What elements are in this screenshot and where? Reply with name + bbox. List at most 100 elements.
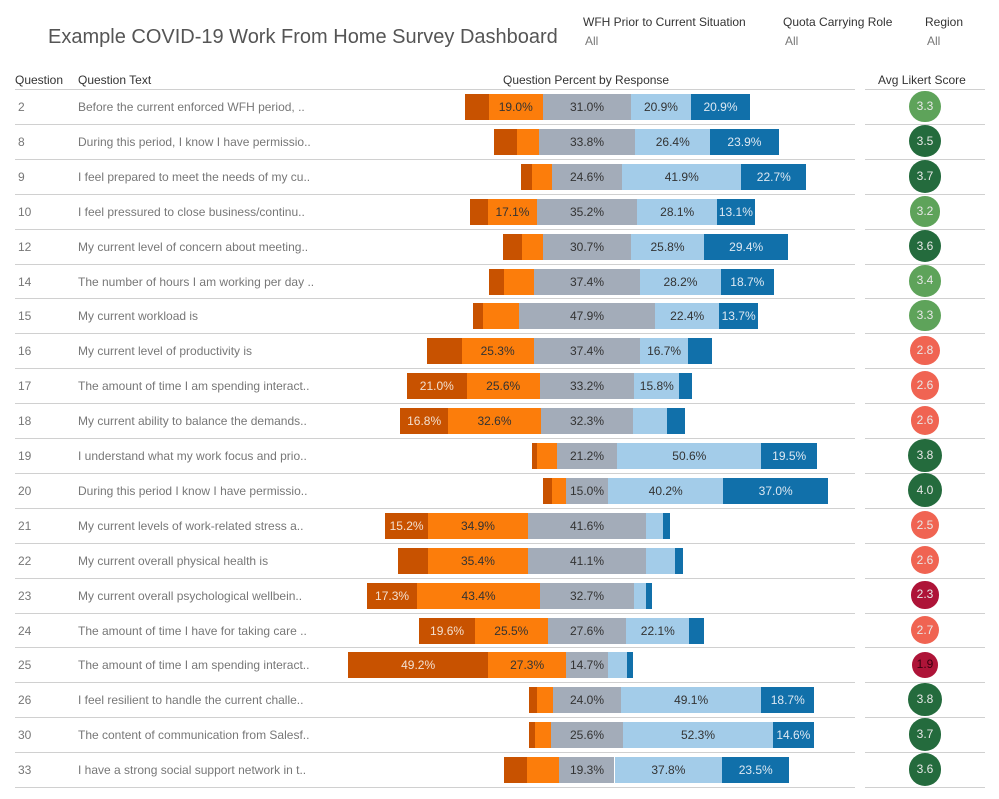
bar-segment-response-2[interactable] [537,687,553,714]
bar-segment-response-5[interactable]: 13.1% [717,198,755,225]
filter-quota-role[interactable]: Quota Carrying Role All [783,15,892,48]
bar-segment-response-1[interactable] [543,477,552,504]
bar-segment-response-2[interactable]: 35.4% [427,547,529,574]
bar-segment-response-4[interactable] [646,512,663,539]
bar-segment-response-1[interactable] [531,443,537,469]
bar-segment-response-3[interactable]: 41.6% [527,512,647,539]
bar-segment-response-4[interactable]: 28.2% [640,268,721,295]
bar-segment-response-2[interactable]: 43.4% [416,582,541,609]
table-row[interactable]: 21 My current levels of work-related stre… [0,508,999,543]
bar-segment-response-4[interactable]: 50.6% [617,443,762,469]
likert-score-circle[interactable]: 3.4 [909,265,941,297]
bar-segment-response-3[interactable]: 37.4% [533,338,641,365]
table-row[interactable]: 16 My current level of productivity is 25.… [0,333,999,368]
likert-score-circle[interactable]: 3.3 [909,300,941,332]
likert-score-circle[interactable]: 3.2 [909,195,941,227]
bar-segment-response-5[interactable] [667,408,686,435]
bar-segment-response-2[interactable] [536,443,557,469]
bar-segment-response-5[interactable]: 37.0% [722,477,829,504]
bar-segment-response-1[interactable] [465,94,489,120]
filter-region[interactable]: Region All [925,15,963,48]
table-row[interactable]: 9 I feel prepared to meet the needs of my… [0,159,999,194]
bar-segment-response-2[interactable] [527,757,560,784]
likert-score-circle[interactable]: 4.0 [908,473,942,508]
likert-score-circle[interactable]: 2.6 [910,545,940,575]
bar-segment-response-2[interactable] [532,163,552,190]
bar-segment-response-5[interactable] [645,582,653,609]
table-row[interactable]: 23 My current overall psychological wellb… [0,578,999,613]
bar-segment-response-1[interactable] [473,303,484,330]
bar-segment-response-4[interactable]: 20.9% [631,94,691,120]
table-row[interactable]: 2 Before the current enforced WFH period,… [0,89,999,124]
table-row[interactable]: 26 I feel resilient to handle the current… [0,682,999,717]
bar-segment-response-3[interactable]: 47.9% [518,303,656,330]
table-row[interactable]: 8 During this period, I know I have permi… [0,124,999,159]
table-row[interactable]: 18 My current ability to balance the dema… [0,403,999,438]
table-row[interactable]: 17 The amount of time I am spending inter… [0,368,999,403]
bar-segment-response-5[interactable]: 19.5% [761,443,817,469]
bar-segment-response-3[interactable]: 31.0% [542,94,632,120]
likert-score-circle[interactable]: 2.6 [910,371,940,400]
likert-score-circle[interactable]: 3.7 [908,159,942,193]
table-row[interactable]: 15 My current workload is 47.9% 22.4% 13.7% 3… [0,298,999,333]
bar-segment-response-2[interactable]: 17.1% [488,198,537,225]
bar-segment-response-1[interactable] [469,198,489,225]
table-row[interactable]: 12 My current level of concern about meet… [0,229,999,264]
likert-score-circle[interactable]: 2.6 [910,406,940,435]
bar-segment-response-3[interactable]: 33.2% [539,373,635,400]
bar-segment-response-5[interactable]: 18.7% [761,687,815,714]
bar-segment-response-2[interactable]: 27.3% [488,652,567,679]
bar-segment-response-3[interactable]: 25.6% [550,722,624,749]
table-row[interactable]: 33 I have a strong social support network… [0,752,999,787]
bar-segment-response-4[interactable]: 49.1% [621,687,762,714]
bar-segment-response-1[interactable] [493,128,518,155]
bar-segment-response-4[interactable]: 15.8% [634,373,680,400]
bar-segment-response-2[interactable]: 34.9% [428,512,528,539]
bar-segment-response-4[interactable]: 26.4% [635,128,711,155]
bar-segment-response-5[interactable] [687,338,713,365]
bar-segment-response-1[interactable]: 49.2% [348,652,489,679]
bar-segment-response-4[interactable]: 41.9% [622,163,742,190]
bar-segment-response-4[interactable] [633,582,646,609]
bar-segment-response-5[interactable] [689,617,705,644]
table-row[interactable]: 25 The amount of time I am spending inter… [0,647,999,682]
table-row[interactable]: 14 The number of hours I am working per d… [0,264,999,299]
likert-score-circle[interactable]: 3.8 [908,683,942,717]
bar-segment-response-2[interactable] [551,477,566,504]
bar-segment-response-3[interactable]: 15.0% [565,477,609,504]
bar-segment-response-3[interactable]: 14.7% [566,652,608,679]
likert-score-circle[interactable]: 3.5 [909,125,941,158]
bar-segment-response-2[interactable] [522,233,544,260]
bar-segment-response-4[interactable] [645,547,676,574]
bar-segment-response-4[interactable]: 37.8% [614,757,723,784]
bar-segment-response-4[interactable]: 28.1% [637,198,718,225]
bar-segment-response-2[interactable]: 25.3% [461,338,534,365]
table-row[interactable]: 22 My current overall physical health is 3… [0,543,999,578]
bar-segment-response-1[interactable] [529,687,538,714]
likert-score-circle[interactable]: 3.6 [908,753,942,786]
likert-score-circle[interactable]: 2.3 [911,581,939,609]
bar-segment-response-1[interactable] [427,338,462,365]
bar-segment-response-3[interactable]: 24.6% [551,163,623,190]
bar-segment-response-2[interactable] [504,268,534,295]
bar-segment-response-5[interactable]: 14.6% [772,722,815,749]
bar-segment-response-3[interactable]: 41.1% [528,547,646,574]
bar-segment-response-3[interactable]: 21.2% [556,443,618,469]
likert-score-circle[interactable]: 2.8 [910,336,940,366]
bar-segment-response-1[interactable] [488,268,505,295]
bar-segment-response-5[interactable] [679,373,692,400]
bar-segment-response-4[interactable]: 52.3% [623,722,773,749]
table-row[interactable]: 30 The content of communication from Sale… [0,717,999,752]
bar-segment-response-1[interactable] [529,722,535,749]
table-row[interactable]: 20 During this period I know I have permi… [0,473,999,508]
bar-segment-response-5[interactable]: 22.7% [741,163,807,190]
filter-value[interactable]: All [585,34,599,48]
bar-segment-response-4[interactable]: 22.4% [655,303,720,330]
bar-segment-response-5[interactable] [675,547,683,574]
bar-segment-response-2[interactable] [517,128,539,155]
bar-segment-response-3[interactable]: 32.7% [540,582,634,609]
bar-segment-response-1[interactable]: 19.6% [419,617,475,644]
bar-segment-response-2[interactable] [483,303,519,330]
bar-segment-response-5[interactable]: 13.7% [719,303,759,330]
bar-segment-response-5[interactable]: 23.5% [722,757,790,784]
